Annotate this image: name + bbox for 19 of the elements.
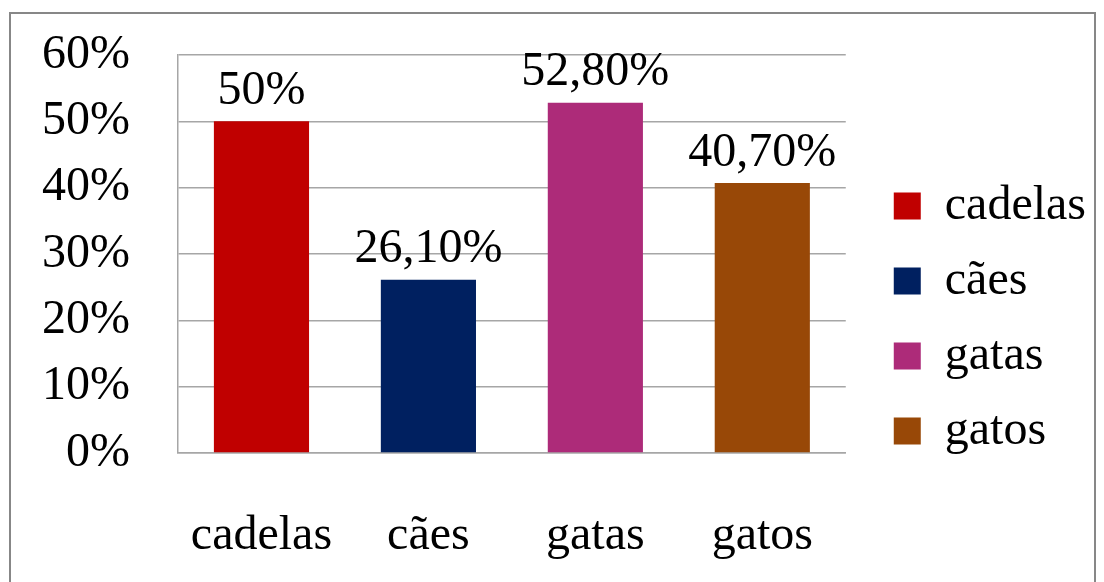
y-tick-label: 30% [42,223,130,277]
legend-label: gatos [944,400,1047,454]
x-tick-label: gatos [711,506,813,560]
x-tick-label: cadelas [190,506,333,560]
legend-label: cães [944,250,1028,304]
y-tick-label: 40% [42,157,130,211]
data-label: 26,10% [354,219,503,273]
x-tick-label: cães [387,506,470,560]
y-tick-label: 0% [66,422,130,476]
y-tick-label: 10% [42,356,130,410]
y-tick-label: 20% [42,289,130,343]
y-tick-label: 50% [42,90,130,144]
x-tick-label: gatas [546,506,645,560]
y-tick-label: 60% [42,24,130,78]
data-label: 40,70% [688,122,837,176]
data-label: 50% [217,60,306,114]
legend-label: cadelas [944,175,1086,229]
legend-label: gatas [944,325,1044,379]
data-label: 52,80% [521,42,670,96]
